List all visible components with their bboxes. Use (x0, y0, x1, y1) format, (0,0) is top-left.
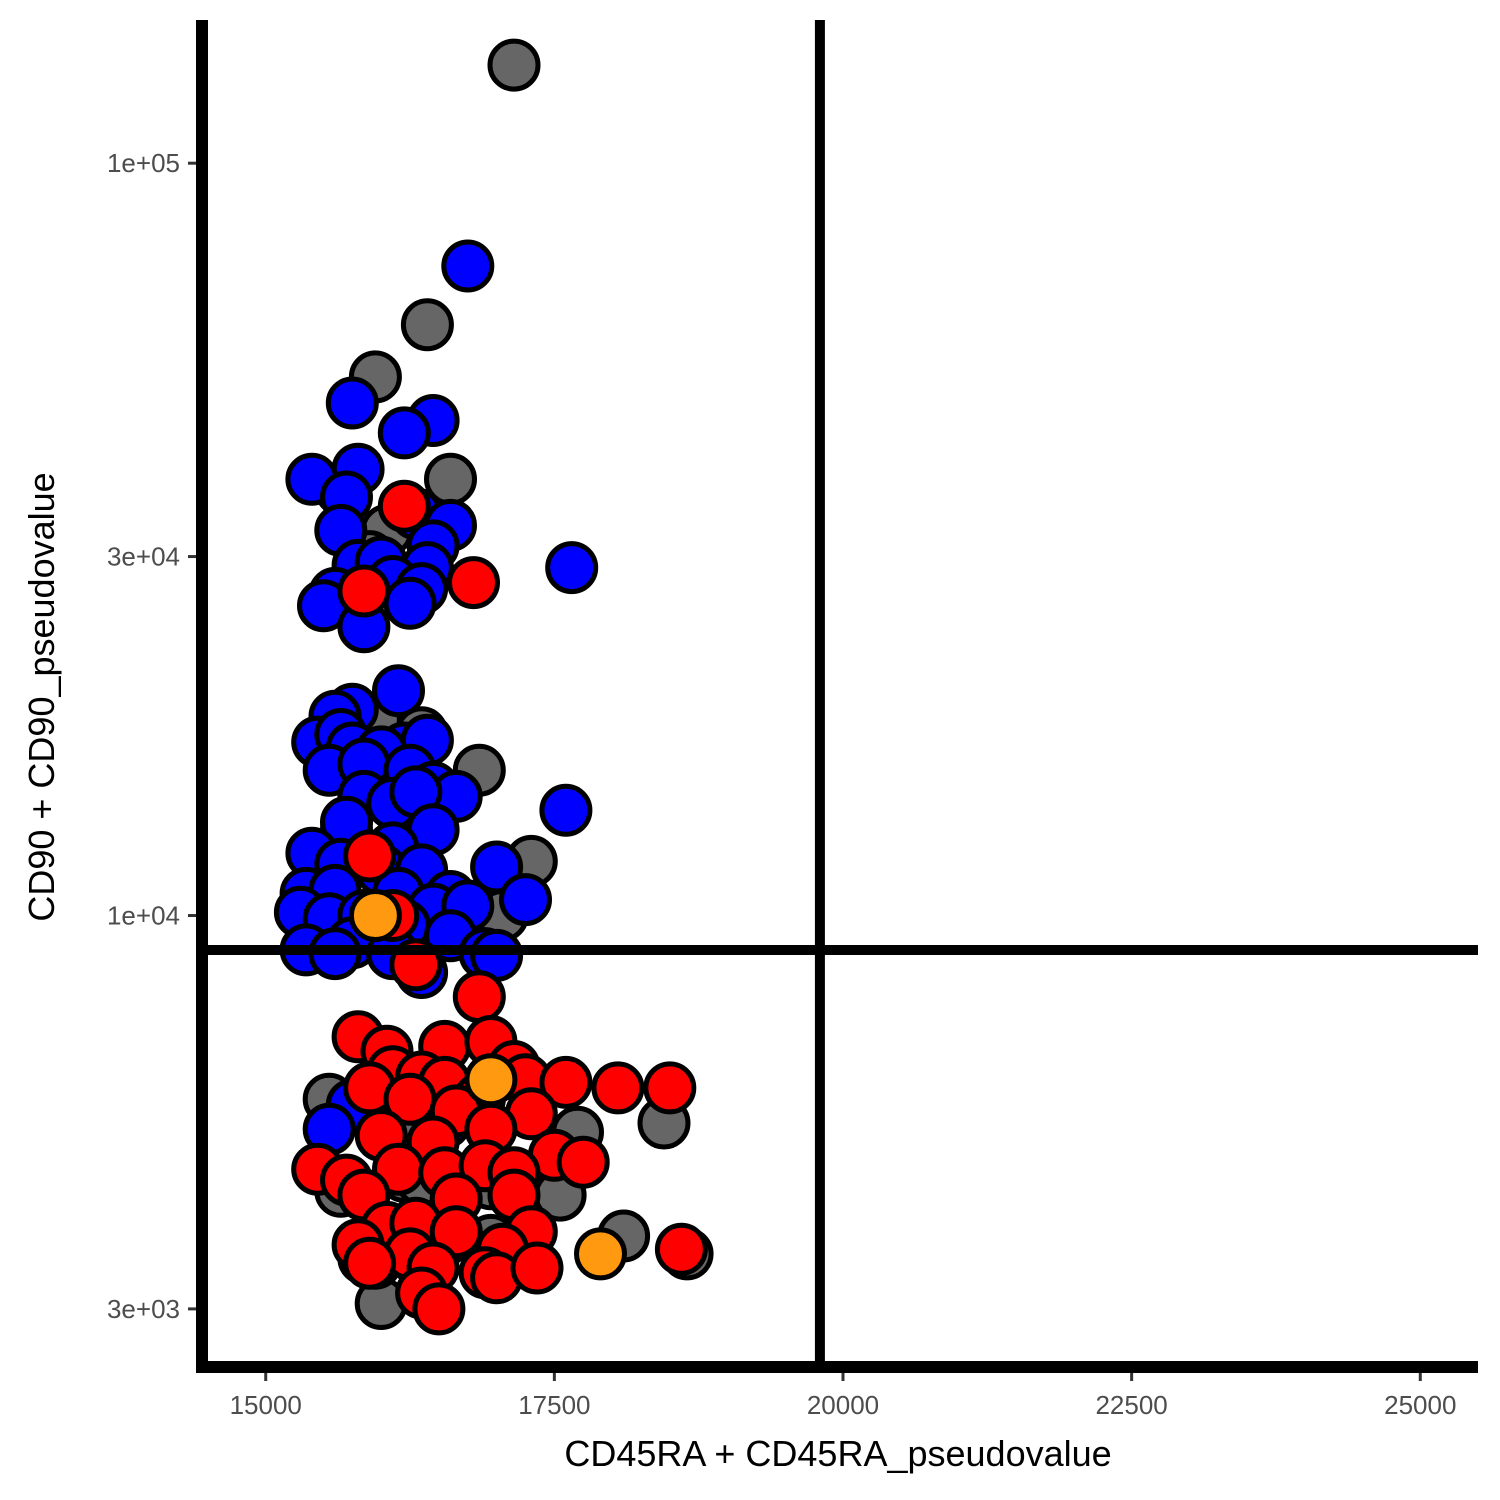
y-axis-title: CD90 + CD90_pseudovalue (21, 472, 62, 921)
x-axis-ticks: 15000 17500 20000 22500 25000 (230, 1373, 1456, 1420)
x-tick-label: 22500 (1095, 1390, 1167, 1420)
data-point-red (337, 564, 391, 618)
data-point-blue (470, 840, 524, 894)
y-axis-ticks: 3e+03 1e+04 3e+04 1e+05 (107, 148, 196, 1324)
x-tick-label: 20000 (807, 1390, 879, 1420)
data-point-blue (377, 406, 431, 460)
data-point-blue (499, 873, 552, 927)
data-point-red (343, 1236, 397, 1290)
data-point-orange (348, 889, 402, 942)
x-axis-title: CD45RA + CD45RA_pseudovalue (564, 1433, 1111, 1474)
data-points (273, 38, 714, 1336)
data-point-red (343, 829, 397, 883)
data-point-red (412, 1282, 466, 1336)
x-tick-label: 15000 (230, 1390, 302, 1420)
data-point-red (539, 1055, 593, 1109)
data-point-red (447, 556, 500, 610)
data-point-orange (464, 1053, 518, 1107)
y-tick-label: 3e+03 (107, 1294, 180, 1324)
data-point-red (452, 970, 506, 1024)
data-point-gray (487, 38, 541, 92)
data-point-blue (372, 664, 425, 718)
y-tick-label: 1e+05 (107, 148, 180, 178)
y-tick-label: 1e+04 (107, 901, 180, 931)
x-tick-label: 25000 (1384, 1390, 1456, 1420)
data-point-orange (574, 1227, 627, 1281)
data-point-red (643, 1061, 697, 1115)
data-point-red (591, 1061, 645, 1115)
data-point-blue (325, 376, 379, 430)
data-point-blue (539, 783, 593, 837)
data-point-gray (400, 298, 454, 352)
y-tick-label: 3e+04 (107, 542, 180, 572)
data-point-red (377, 479, 431, 533)
data-point-red (510, 1241, 564, 1295)
data-point-blue (545, 541, 599, 595)
x-tick-label: 17500 (518, 1390, 590, 1420)
data-point-red (556, 1135, 610, 1189)
data-point-blue (441, 239, 495, 293)
data-point-red (654, 1222, 708, 1276)
data-point-blue (383, 576, 437, 630)
